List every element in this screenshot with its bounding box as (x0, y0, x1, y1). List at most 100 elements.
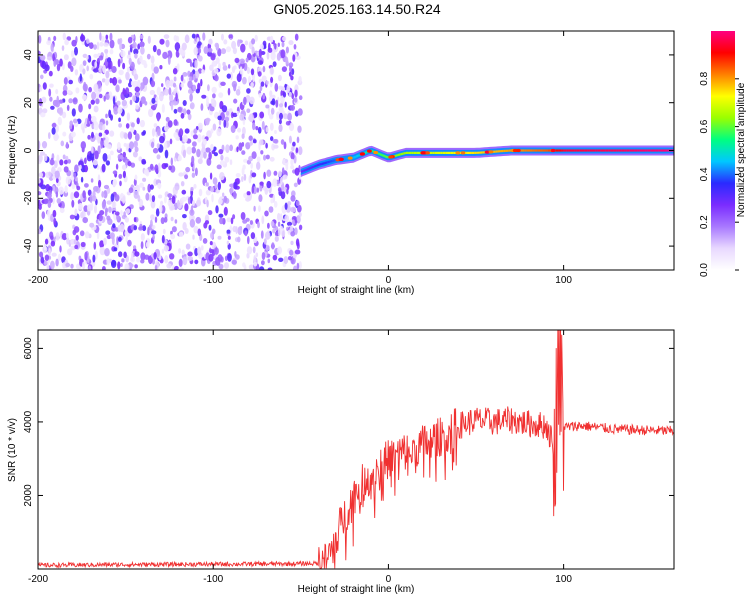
noise-blob (160, 200, 164, 206)
noise-blob (293, 97, 298, 103)
noise-blob (290, 75, 294, 81)
noise-blob (178, 131, 182, 138)
noise-blob (42, 245, 48, 254)
noise-blob (173, 35, 178, 42)
noise-blob (94, 132, 99, 141)
noise-blob (286, 85, 291, 94)
noise-blob (123, 142, 128, 147)
noise-blob (109, 232, 115, 240)
noise-blob (111, 200, 117, 209)
noise-blob (94, 204, 97, 214)
noise-blob (39, 86, 43, 92)
noise-blob (263, 154, 267, 161)
signal-core (400, 152, 404, 156)
noise-blob (197, 122, 203, 130)
noise-blob (217, 115, 222, 121)
noise-blob (133, 225, 138, 231)
noise-blob (259, 111, 265, 119)
noise-blob (140, 233, 145, 241)
noise-blob (147, 226, 150, 236)
noise-blob (164, 141, 168, 150)
noise-blob (232, 112, 238, 118)
noise-blob (188, 89, 192, 94)
noise-blob (252, 74, 255, 83)
noise-blob (280, 191, 286, 200)
noise-blob (62, 32, 66, 41)
signal-core (352, 155, 357, 159)
noise-blob (104, 93, 110, 100)
noise-blob (133, 48, 139, 55)
noise-blob (251, 172, 257, 178)
noise-blob (268, 206, 274, 213)
noise-blob (226, 240, 230, 245)
noise-blob (110, 193, 115, 203)
noise-blob (290, 152, 295, 160)
noise-blob (172, 82, 177, 88)
noise-blob (158, 194, 163, 199)
noise-blob (98, 93, 103, 99)
noise-blob (285, 121, 291, 126)
noise-blob (206, 96, 209, 105)
noise-blob (291, 68, 295, 76)
noise-blob (127, 131, 133, 140)
noise-blob (54, 160, 58, 169)
noise-blob (47, 200, 52, 208)
noise-blob (180, 83, 184, 88)
noise-blob (218, 263, 224, 270)
colorbar-tick-label: 0.8 (699, 71, 710, 85)
noise-blob (280, 176, 283, 186)
noise-blob (277, 227, 281, 237)
noise-blob (178, 248, 182, 254)
noise-blob (119, 223, 125, 233)
noise-blob (129, 99, 133, 106)
noise-blob (147, 35, 151, 44)
noise-blob (200, 78, 203, 87)
noise-blob (216, 164, 222, 170)
noise-blob (191, 215, 195, 220)
noise-blob (44, 254, 50, 261)
noise-blob (252, 139, 257, 144)
noise-blob (219, 217, 224, 225)
noise-blob (93, 83, 99, 93)
noise-blob (270, 51, 276, 61)
noise-blob (263, 43, 267, 49)
noise-blob (241, 150, 246, 155)
noise-blob (82, 60, 87, 66)
noise-blob (46, 263, 50, 270)
noise-blob (120, 263, 123, 267)
noise-blob (205, 189, 211, 196)
noise-blob (241, 176, 244, 182)
noise-blob (168, 87, 172, 96)
noise-blob (158, 204, 163, 214)
noise-blob (150, 200, 156, 209)
snr-y-tick-label: 2000 (23, 484, 34, 507)
noise-blob (159, 65, 163, 70)
noise-blob (132, 41, 137, 49)
noise-blob (272, 254, 278, 261)
noise-blob (84, 157, 87, 165)
noise-blob (290, 231, 296, 237)
noise-blob (47, 192, 52, 200)
noise-blob (221, 105, 228, 113)
noise-blob (210, 98, 215, 104)
snr-frame (37, 329, 675, 570)
noise-blob (182, 256, 188, 266)
noise-blob (97, 136, 101, 144)
noise-blob (277, 212, 281, 221)
noise-blob (236, 146, 239, 153)
noise-blob (246, 67, 250, 74)
noise-blob (48, 132, 51, 140)
noise-blob (233, 98, 238, 104)
noise-blob (73, 239, 77, 245)
noise-blob (224, 156, 230, 163)
noise-blob (243, 96, 247, 106)
noise-blob (86, 204, 92, 212)
noise-blob (89, 194, 93, 204)
noise-blob (40, 112, 46, 118)
noise-blob (254, 112, 258, 118)
noise-blob (103, 132, 106, 138)
noise-blob (134, 264, 138, 269)
noise-blob (288, 122, 295, 132)
noise-blob (71, 199, 75, 208)
noise-blob (293, 182, 298, 188)
